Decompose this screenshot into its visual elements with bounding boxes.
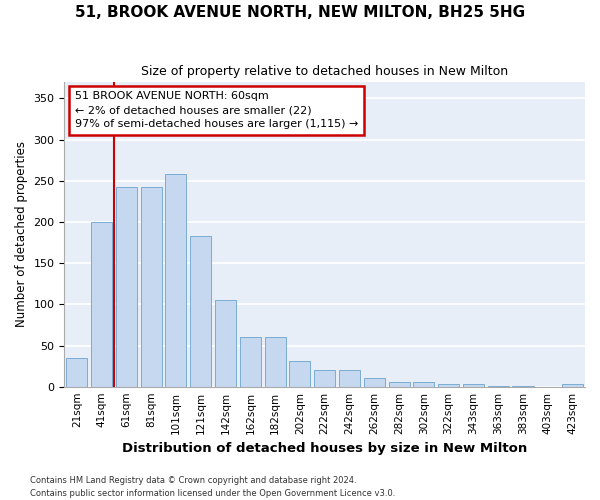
Bar [438,384,459,386]
Bar [240,338,261,386]
Bar [389,382,410,386]
Bar [91,222,112,386]
Text: 51 BROOK AVENUE NORTH: 60sqm
← 2% of detached houses are smaller (22)
97% of sem: 51 BROOK AVENUE NORTH: 60sqm ← 2% of det… [75,91,358,129]
Y-axis label: Number of detached properties: Number of detached properties [15,142,28,328]
Bar [314,370,335,386]
Bar [289,361,310,386]
Bar [190,236,211,386]
Text: Contains HM Land Registry data © Crown copyright and database right 2024.
Contai: Contains HM Land Registry data © Crown c… [30,476,395,498]
Bar [265,338,286,386]
Bar [140,186,162,386]
Bar [166,174,187,386]
Bar [364,378,385,386]
Bar [66,358,88,386]
Bar [215,300,236,386]
X-axis label: Distribution of detached houses by size in New Milton: Distribution of detached houses by size … [122,442,527,455]
Bar [562,384,583,386]
Bar [339,370,360,386]
Bar [116,186,137,386]
Bar [463,384,484,386]
Title: Size of property relative to detached houses in New Milton: Size of property relative to detached ho… [141,65,508,78]
Text: 51, BROOK AVENUE NORTH, NEW MILTON, BH25 5HG: 51, BROOK AVENUE NORTH, NEW MILTON, BH25… [75,5,525,20]
Bar [413,382,434,386]
